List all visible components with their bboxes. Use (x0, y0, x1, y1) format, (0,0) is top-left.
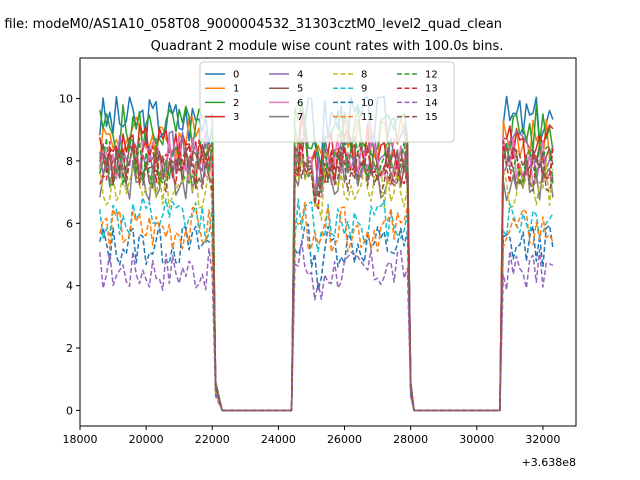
legend-label-13: 13 (425, 84, 438, 95)
series-line-9 (99, 196, 554, 412)
legend-label-9: 9 (361, 84, 367, 95)
x-tick-label: 24000 (261, 433, 296, 446)
legend-label-11: 11 (361, 112, 374, 123)
series-line-11 (99, 201, 554, 412)
x-tick-label: 22000 (195, 433, 230, 446)
y-axis-ticks: 0 2 4 6 8 10 (59, 93, 80, 417)
series-line-12 (99, 124, 554, 412)
legend-label-10: 10 (361, 98, 374, 109)
legend-label-8: 8 (361, 70, 367, 81)
series-line-15 (99, 146, 554, 412)
series-line-8 (99, 155, 554, 412)
x-tick-label: 32000 (525, 433, 560, 446)
legend-label-0: 0 (233, 70, 239, 81)
legend-label-7: 7 (297, 112, 303, 123)
legend-label-1: 1 (233, 84, 239, 95)
legend-label-4: 4 (297, 70, 303, 81)
x-tick-label: 20000 (129, 433, 164, 446)
x-tick-label: 30000 (459, 433, 494, 446)
y-tick-label: 4 (66, 280, 73, 293)
y-tick-label: 0 (66, 404, 73, 417)
y-tick-label: 8 (66, 155, 73, 168)
series-line-10 (99, 223, 554, 412)
legend-label-2: 2 (233, 98, 239, 109)
legend-label-5: 5 (297, 84, 303, 95)
legend-box (199, 61, 455, 143)
y-tick-label: 6 (66, 217, 73, 230)
plot-frame (79, 57, 577, 427)
series-line-14 (99, 239, 554, 412)
chart-title: Quadrant 2 module wise count rates with … (151, 39, 504, 54)
legend-label-6: 6 (297, 98, 303, 109)
legend-label-15: 15 (425, 112, 438, 123)
y-tick-label: 10 (59, 93, 73, 106)
x-tick-label: 26000 (327, 433, 362, 446)
legend-label-12: 12 (425, 70, 438, 81)
x-tick-label: 18000 (63, 433, 98, 446)
file-title: n file: modeM0/AS1A10_058T08_9000004532_… (0, 17, 502, 32)
series-line-13 (99, 139, 554, 412)
series-line-7 (99, 151, 554, 412)
legend-label-3: 3 (233, 112, 239, 123)
legend-label-14: 14 (425, 98, 438, 109)
x-offset-label: +3.638e8 (522, 456, 576, 469)
plot-lines (99, 95, 554, 412)
x-axis-ticks: 18000 20000 22000 24000 26000 28000 30000 32000 (63, 426, 560, 446)
y-tick-label: 2 (66, 342, 73, 355)
x-tick-label: 28000 (393, 433, 428, 446)
